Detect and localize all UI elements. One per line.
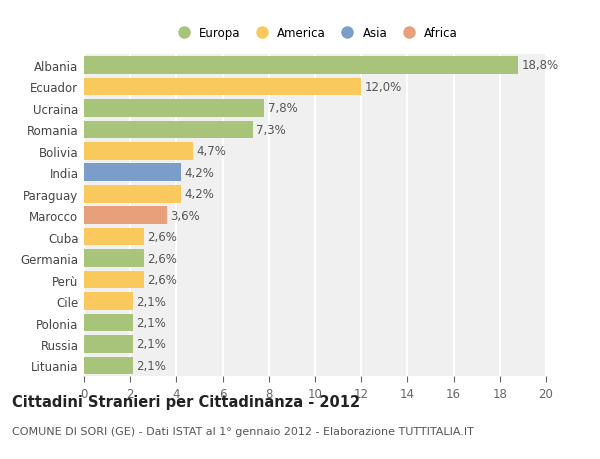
Bar xyxy=(84,293,133,310)
Bar xyxy=(84,57,518,74)
Bar xyxy=(84,357,133,375)
Text: 4,7%: 4,7% xyxy=(196,145,226,158)
Text: Cittadini Stranieri per Cittadinanza - 2012: Cittadini Stranieri per Cittadinanza - 2… xyxy=(12,394,360,409)
Bar xyxy=(84,78,361,96)
Text: 2,6%: 2,6% xyxy=(148,231,178,244)
Bar xyxy=(84,336,133,353)
Bar xyxy=(84,229,144,246)
Text: 7,3%: 7,3% xyxy=(256,123,286,136)
Text: 3,6%: 3,6% xyxy=(170,209,200,222)
Bar xyxy=(84,185,181,203)
Bar xyxy=(84,207,167,224)
Bar xyxy=(84,314,133,331)
Text: 2,1%: 2,1% xyxy=(136,338,166,351)
Text: 2,6%: 2,6% xyxy=(148,252,178,265)
Text: 18,8%: 18,8% xyxy=(522,59,559,72)
Legend: Europa, America, Asia, Africa: Europa, America, Asia, Africa xyxy=(167,22,463,45)
Bar xyxy=(84,271,144,289)
Bar xyxy=(84,250,144,267)
Text: 7,8%: 7,8% xyxy=(268,102,298,115)
Bar xyxy=(84,143,193,160)
Text: 4,2%: 4,2% xyxy=(184,167,214,179)
Text: 2,1%: 2,1% xyxy=(136,359,166,372)
Text: COMUNE DI SORI (GE) - Dati ISTAT al 1° gennaio 2012 - Elaborazione TUTTITALIA.IT: COMUNE DI SORI (GE) - Dati ISTAT al 1° g… xyxy=(12,426,474,436)
Text: 2,1%: 2,1% xyxy=(136,316,166,329)
Text: 2,6%: 2,6% xyxy=(148,274,178,286)
Text: 12,0%: 12,0% xyxy=(365,81,402,94)
Bar xyxy=(84,100,264,118)
Text: 4,2%: 4,2% xyxy=(184,188,214,201)
Bar xyxy=(84,164,181,182)
Bar xyxy=(84,121,253,139)
Text: 2,1%: 2,1% xyxy=(136,295,166,308)
